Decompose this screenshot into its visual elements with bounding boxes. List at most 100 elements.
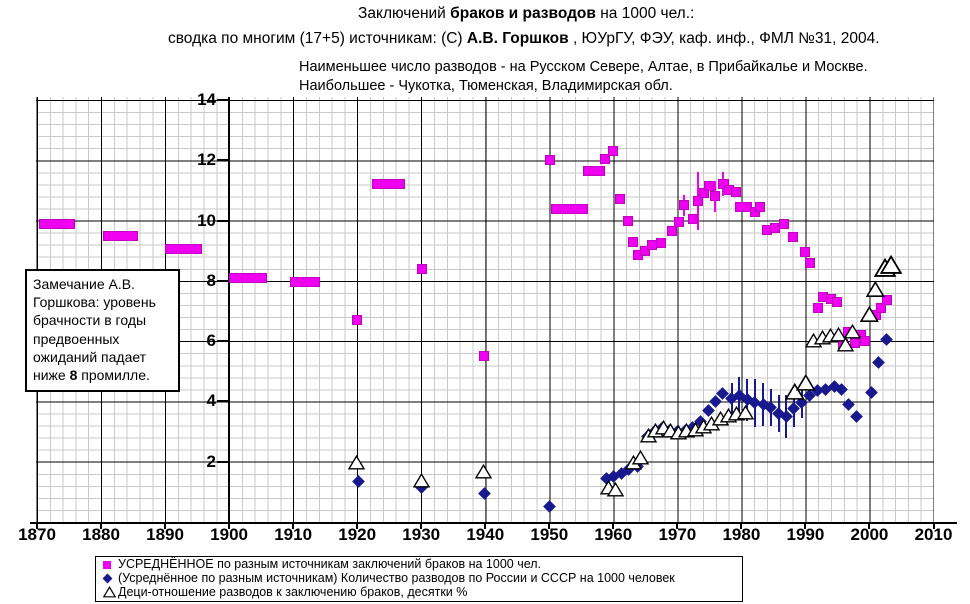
- triangle-icon: [865, 280, 885, 297]
- data-point-ratio-triangle: [475, 463, 493, 484]
- legend-label: (Усреднённое по разным источникам) Колич…: [118, 570, 675, 585]
- data-point-marriage-square: [678, 200, 689, 211]
- data-point-marriage-square: [656, 238, 667, 249]
- x-axis-tick-label: 1910: [274, 525, 313, 544]
- data-point-marriage-square: [165, 244, 203, 255]
- data-point-marriage-square: [478, 351, 489, 362]
- x-axis-tick: [740, 523, 743, 529]
- x-axis-tick: [36, 523, 38, 529]
- data-point-divorce-diamond: [478, 486, 491, 500]
- data-point-marriage-square: [599, 153, 610, 164]
- data-point-marriage-square: [832, 296, 843, 307]
- data-point-ratio-triangle: [632, 450, 650, 470]
- data-point-marriage-square: [416, 263, 427, 274]
- data-point-marriage-square: [551, 203, 589, 214]
- data-point-marriage-square: [583, 165, 605, 176]
- plot-area: [36, 97, 934, 523]
- y-axis-tick: [217, 279, 229, 282]
- data-point-marriage-square: [607, 146, 618, 157]
- data-point-marriage-square: [698, 188, 709, 199]
- x-axis-tick-label: 1970: [658, 525, 697, 544]
- square-marker-icon: [103, 560, 118, 569]
- data-point-marriage-square: [778, 218, 789, 229]
- data-point-ratio-triangle: [836, 336, 854, 357]
- data-point-divorce-diamond: [872, 355, 885, 369]
- x-axis-tick: [164, 523, 167, 529]
- data-point-marriage-square: [703, 180, 714, 191]
- annotation-box: Замечание А.В. Горшкова: уровень брачнос…: [25, 269, 180, 393]
- data-point-marriage-square: [693, 195, 704, 206]
- x-axis-tick-label: 1890: [146, 525, 184, 544]
- x-axis-tick-label: 1870: [18, 525, 56, 544]
- x-axis-tick: [868, 523, 871, 529]
- x-axis-line: [30, 522, 957, 524]
- data-point-marriage-square: [881, 295, 892, 306]
- y-axis-tick-label: 4: [206, 391, 216, 411]
- data-point-marriage-square: [804, 257, 815, 268]
- chart-title-line-4: Наибольшее - Чукотка, Тюменская, Владими…: [299, 78, 673, 94]
- data-point-divorce-diamond: [879, 333, 893, 346]
- data-point-marriage-square: [730, 186, 741, 197]
- x-axis-tick-label: 1990: [786, 525, 825, 544]
- y-axis-line: [228, 97, 230, 523]
- x-axis-tick: [804, 523, 807, 529]
- data-point-marriage-square: [290, 277, 321, 288]
- triangle-icon: [736, 404, 754, 420]
- x-axis-tick: [228, 523, 231, 529]
- triangle-icon: [347, 454, 366, 470]
- legend-label: Деци-отношение разводов к заключению бра…: [118, 584, 468, 599]
- y-axis-tick: [217, 460, 229, 463]
- triangle-icon: [103, 586, 116, 598]
- y-axis-tick: [217, 400, 229, 403]
- data-point-marriage-square: [351, 315, 362, 326]
- data-point-marriage-square: [371, 179, 406, 190]
- square-icon: [103, 560, 111, 569]
- legend-label: УСРЕДНЁННОЕ по разным источникам заключе…: [118, 557, 542, 572]
- data-point-marriage-square: [717, 179, 730, 190]
- data-point-ratio-triangle: [859, 306, 880, 328]
- data-point-marriage-square: [709, 191, 720, 202]
- triangle-icon: [859, 306, 880, 323]
- data-point-ratio-triangle: [796, 373, 817, 396]
- data-point-marriage-square: [799, 247, 810, 258]
- x-axis-tick: [612, 523, 615, 529]
- y-axis-tick-label: 14: [197, 89, 216, 109]
- x-axis-tick: [932, 523, 935, 529]
- x-axis-tick: [100, 523, 103, 529]
- y-axis-tick: [217, 98, 229, 101]
- y-axis-tick-label: 12: [197, 150, 216, 170]
- data-point-marriage-square: [687, 214, 698, 225]
- triangle-icon: [412, 472, 430, 488]
- x-axis-tick: [484, 523, 487, 529]
- data-point-divorce-diamond: [542, 500, 556, 514]
- triangle-icon: [843, 323, 861, 339]
- chart-title-line-2: сводка по многим (17+5) источникам: (С) …: [168, 30, 880, 47]
- y-axis-tick-label: 2: [206, 451, 216, 471]
- triangle-icon: [606, 481, 624, 497]
- data-point-marriage-square: [813, 302, 824, 313]
- data-point-marriage-square: [859, 336, 870, 347]
- chart-title-line-3: Наименьшее число разводов - на Русском С…: [299, 59, 868, 75]
- data-point-marriage-square: [544, 155, 555, 166]
- triangle-icon: [796, 373, 817, 391]
- y-axis-tick-label: 10: [197, 210, 216, 230]
- triangle-icon: [836, 336, 854, 352]
- triangle-icon: [829, 326, 848, 342]
- x-axis-tick-label: 1980: [722, 525, 761, 544]
- diamond-icon: [102, 573, 113, 584]
- x-axis-tick-label: 1920: [338, 525, 377, 544]
- data-point-ratio-triangle: [829, 326, 848, 347]
- x-axis-tick-label: 1940: [466, 525, 505, 544]
- y-axis-tick: [217, 219, 229, 222]
- data-point-marriage-square: [102, 230, 138, 241]
- data-point-marriage-square: [875, 302, 886, 313]
- data-point-ratio-triangle: [606, 481, 624, 502]
- data-point-ratio-triangle: [785, 382, 806, 405]
- x-axis-tick-label: 1900: [210, 525, 248, 544]
- data-point-ratio-triangle: [843, 323, 861, 344]
- data-point-ratio-triangle: [879, 254, 903, 280]
- data-point-divorce-diamond: [865, 386, 878, 399]
- triangle-icon: [475, 463, 493, 479]
- legend-item: УСРЕДНЁННОЕ по разным источникам заключе…: [103, 557, 737, 572]
